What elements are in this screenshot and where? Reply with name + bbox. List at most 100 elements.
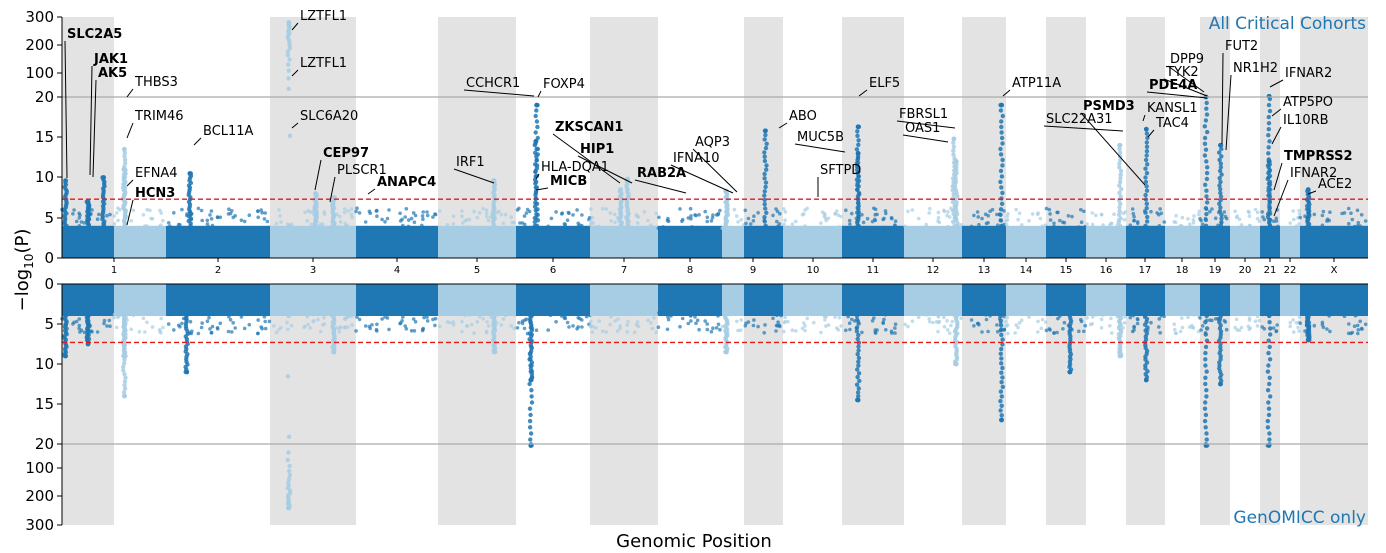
noise-point-bottom xyxy=(451,320,456,324)
noise-point-top xyxy=(995,212,999,217)
peak-point-bottom xyxy=(998,351,1003,356)
noise-point-bottom xyxy=(694,321,698,326)
noise-point-top xyxy=(1312,212,1317,217)
noise-point-bottom xyxy=(705,322,709,326)
noise-point-top xyxy=(403,215,408,219)
peak-point-top xyxy=(951,148,956,153)
peak-point-top xyxy=(533,150,538,155)
noise-point-top xyxy=(983,212,988,217)
gene-label-elf5: ELF5 xyxy=(869,76,900,91)
noise-block-top-24 xyxy=(1300,225,1368,258)
gene-leader-abo xyxy=(778,122,788,129)
noise-point-top xyxy=(247,213,252,217)
noise-point-bottom xyxy=(1247,316,1252,320)
noise-point-bottom xyxy=(1085,316,1089,320)
noise-point-bottom xyxy=(680,316,685,321)
noise-point-top xyxy=(744,221,748,226)
noise-point-bottom xyxy=(665,327,670,332)
noise-point-top xyxy=(527,209,532,214)
noise-point-top xyxy=(1192,214,1196,218)
noise-point-top xyxy=(1288,221,1292,225)
noise-point-bottom xyxy=(790,328,795,333)
noise-point-top xyxy=(168,224,172,228)
gene-leader-jak1 xyxy=(89,65,93,176)
noise-point-top xyxy=(1239,223,1244,227)
noise-point-top xyxy=(705,215,710,220)
noise-point-top xyxy=(159,211,163,215)
noise-point-bottom xyxy=(995,323,999,327)
peak-point-bottom xyxy=(1000,375,1005,380)
noise-block-top-16 xyxy=(1046,225,1086,258)
noise-point-top xyxy=(481,207,486,211)
noise-point-bottom xyxy=(460,329,464,334)
peak-point-bottom xyxy=(1202,418,1208,424)
noise-point-top xyxy=(320,222,325,227)
gene-leader-anapc4 xyxy=(367,188,376,195)
noise-point-top xyxy=(846,226,850,230)
noise-point-top xyxy=(1325,219,1329,223)
noise-point-top xyxy=(74,219,79,224)
noise-point-bottom xyxy=(946,312,950,317)
noise-point-top xyxy=(666,216,670,221)
noise-point-top xyxy=(346,209,350,213)
snp-points xyxy=(60,20,1368,511)
noise-block-bottom-13 xyxy=(904,284,962,316)
peak-top-point-bottom xyxy=(999,417,1004,423)
noise-point-bottom xyxy=(260,326,264,331)
peak-point-bottom xyxy=(999,413,1004,418)
gene-label-efna4: EFNA4 xyxy=(135,166,178,181)
chromosome-tick-labels: 1 2 3 4 5 6 7 8 9 10 11 12 13 14 15 16 17 18 19 20 21 22 X xyxy=(111,258,1338,276)
peak-point-bottom xyxy=(856,321,861,326)
noise-point-top xyxy=(77,224,82,228)
noise-point-bottom xyxy=(231,321,235,325)
noise-point-bottom xyxy=(131,313,136,318)
noise-point-bottom xyxy=(1173,327,1177,332)
gene-label-ifnar2: IFNAR2 xyxy=(1290,166,1337,181)
gene-leader-lztfl1 xyxy=(291,69,299,77)
peak-top-point-bottom xyxy=(491,349,497,355)
noise-point-bottom xyxy=(1234,317,1239,322)
gene-leader-lztfl1 xyxy=(291,22,299,31)
noise-point-bottom xyxy=(1159,313,1164,318)
noise-point-top xyxy=(158,208,162,213)
gene-leader-rab2a xyxy=(634,179,687,194)
noise-block-top-0 xyxy=(62,225,114,258)
peak-point-bottom xyxy=(1266,338,1271,343)
noise-point-top xyxy=(143,224,147,228)
peak-point-top xyxy=(1144,140,1150,145)
peak-point-bottom xyxy=(287,468,292,474)
noise-block-top-13 xyxy=(904,225,962,258)
noise-point-top xyxy=(176,222,181,227)
chrom-band-top-7 xyxy=(590,17,658,258)
peak-point-top xyxy=(856,165,861,170)
noise-point-bottom xyxy=(1172,322,1176,327)
noise-point-bottom xyxy=(196,331,201,336)
noise-point-top xyxy=(375,214,379,218)
peak-point-bottom xyxy=(528,431,534,436)
peak-point-bottom xyxy=(287,473,293,478)
noise-point-top xyxy=(1052,221,1056,226)
noise-point-top xyxy=(986,221,990,225)
noise-point-top xyxy=(678,207,682,211)
noise-point-top xyxy=(469,226,474,230)
peak-top-point-top xyxy=(1143,126,1149,132)
peak-point-bottom xyxy=(1202,406,1208,411)
gene-leader-bcl11a xyxy=(193,137,202,146)
noise-point-bottom xyxy=(485,320,489,324)
noise-point-bottom xyxy=(77,323,82,328)
peak-point-bottom xyxy=(1204,326,1210,331)
noise-point-top xyxy=(129,219,133,223)
noise-point-top xyxy=(632,226,637,231)
noise-point-bottom xyxy=(600,329,605,334)
peak-point-top xyxy=(1205,165,1210,170)
noise-point-top xyxy=(1004,222,1009,227)
gene-label-pde4a: PDE4A xyxy=(1149,78,1197,93)
noise-point-bottom xyxy=(711,326,715,331)
noise-point-bottom xyxy=(812,320,816,325)
noise-point-top xyxy=(309,222,314,227)
noise-point-bottom xyxy=(433,323,437,328)
noise-point-top xyxy=(1353,226,1358,230)
noise-point-bottom xyxy=(652,316,656,320)
peak-point-bottom xyxy=(1266,350,1271,356)
noise-point-top xyxy=(1360,226,1364,231)
